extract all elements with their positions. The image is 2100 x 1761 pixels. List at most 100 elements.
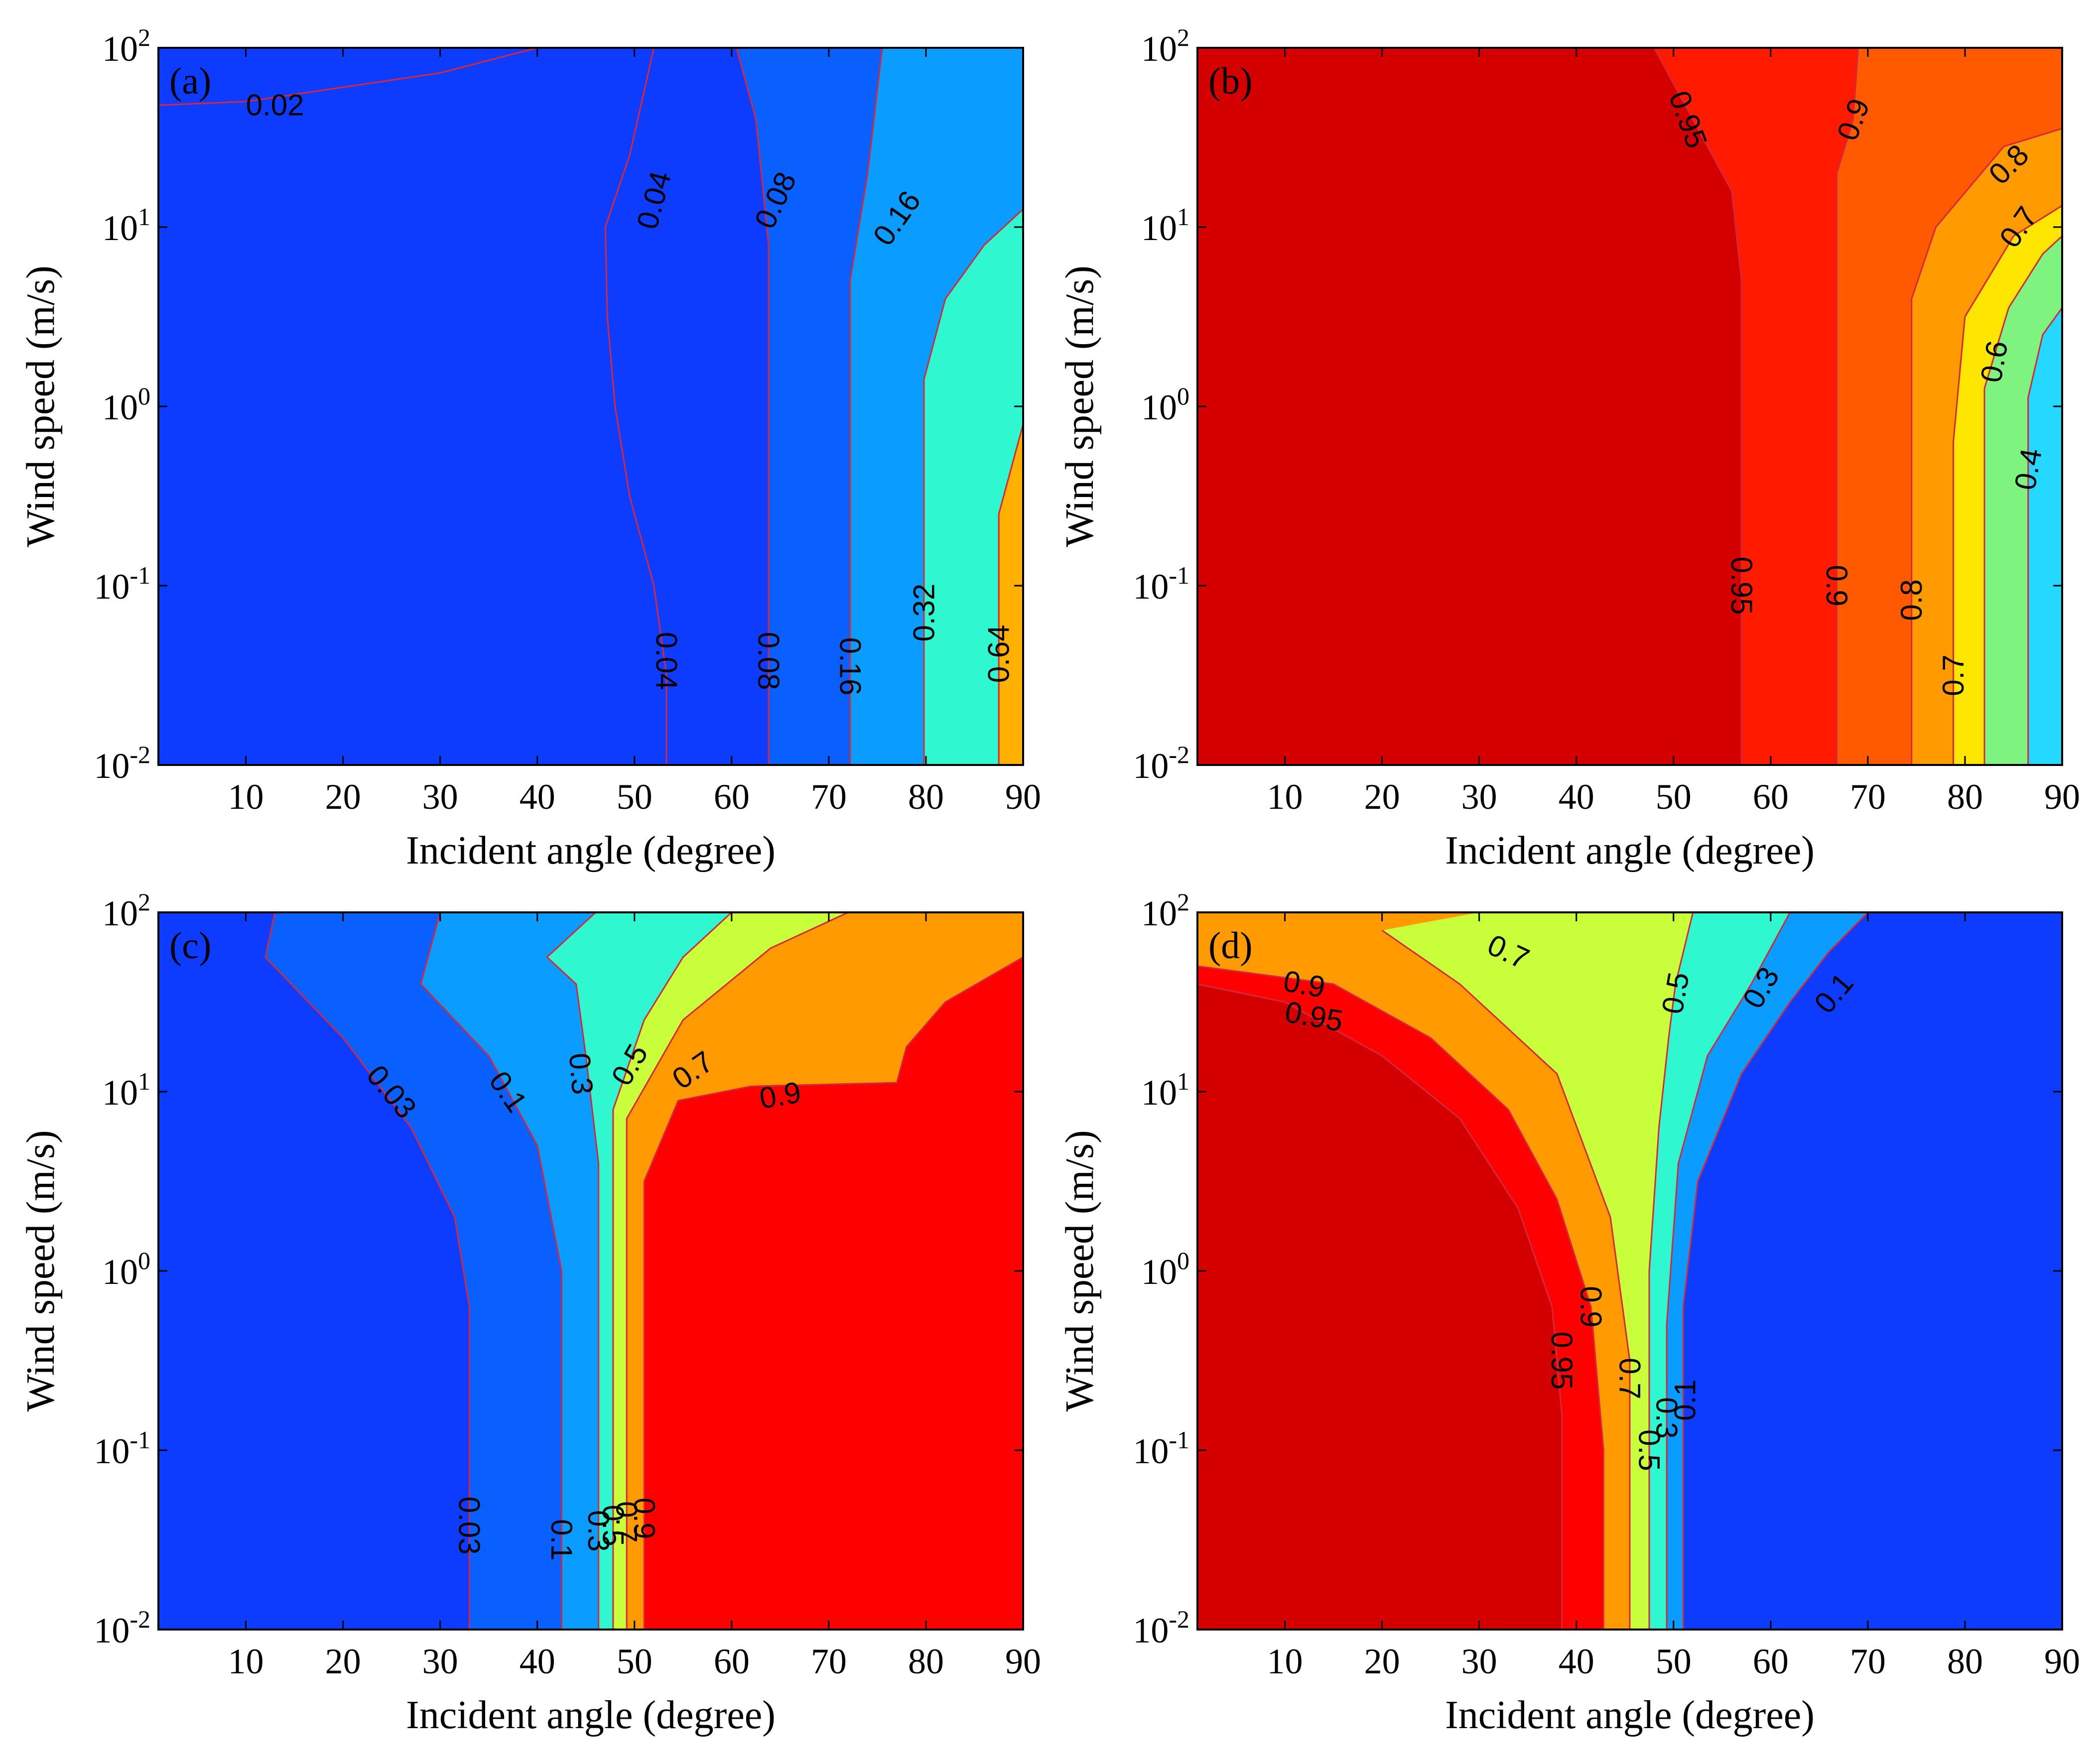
y-axis-title: Wind speed (m/s) bbox=[1058, 1130, 1102, 1412]
x-tick-label: 80 bbox=[908, 777, 944, 817]
x-tick-label: 50 bbox=[1656, 777, 1692, 817]
x-tick-label: 50 bbox=[1656, 1641, 1692, 1681]
contour-band bbox=[2028, 308, 2062, 765]
contour-line-0.64 bbox=[998, 424, 1023, 765]
x-tick-label: 70 bbox=[1850, 777, 1886, 817]
x-axis-title: Incident angle (degree) bbox=[1445, 1693, 1815, 1737]
contour-label: 0.95 bbox=[1545, 1332, 1578, 1390]
contour-label: 0.1 bbox=[545, 1519, 578, 1560]
plot-area: 0.03 0.1 0.3 0.5 0.7 0.90.03 0.1 0.30.50.70.9 bbox=[158, 912, 1023, 1630]
x-tick-label: 10 bbox=[228, 777, 264, 817]
contour-label: 0.3 bbox=[1650, 1397, 1684, 1439]
contour-label: 0.5 bbox=[1633, 1429, 1666, 1471]
contour-label: 0.95 bbox=[1725, 557, 1758, 615]
contour-label: 0.7 bbox=[1937, 654, 1970, 696]
contour-line-0.9 bbox=[643, 956, 1023, 1630]
y-tick-label: 10-1 bbox=[1133, 1426, 1189, 1471]
x-tick-label: 90 bbox=[1005, 777, 1041, 817]
contour-label: 0.64 bbox=[982, 625, 1016, 683]
y-tick-label: 101 bbox=[102, 1067, 150, 1113]
panel-label: (d) bbox=[1208, 925, 1253, 967]
contour-line-0.1 bbox=[420, 912, 562, 1630]
contour-label: 0.1 bbox=[1669, 1380, 1702, 1421]
contour-label: 0.9 bbox=[1281, 964, 1328, 1004]
x-axis-title: Incident angle (degree) bbox=[406, 1693, 776, 1737]
contour-line-0.6 bbox=[1983, 235, 2062, 765]
panel-d: 0.70.90.95 0.5 0.3 0.10.90.95 0.70.50.30.110… bbox=[1058, 888, 2080, 1737]
x-tick-label: 20 bbox=[1364, 777, 1400, 817]
contour-band bbox=[1683, 912, 2062, 1630]
contour-label: 0.7 bbox=[610, 1501, 644, 1542]
contour-label: 0.3 bbox=[562, 1052, 599, 1096]
contour-label: 0.9 bbox=[1575, 1286, 1608, 1327]
contour-label: 0.7 bbox=[1613, 1358, 1647, 1399]
contour-line-0.03 bbox=[264, 912, 470, 1630]
contour-line-0.02 bbox=[158, 48, 538, 106]
contour-label: 0.5 bbox=[596, 1505, 630, 1546]
y-tick-label: 10-2 bbox=[1133, 1605, 1189, 1650]
contour-band bbox=[644, 957, 1023, 1630]
contour-line-0.95 bbox=[1197, 983, 1563, 1630]
contour-line-0.8 bbox=[1911, 127, 2062, 765]
contour-line-0.9 bbox=[1836, 48, 1859, 765]
contour-band bbox=[999, 424, 1023, 765]
x-tick-label: 20 bbox=[325, 1641, 361, 1681]
y-tick-label: 10-1 bbox=[94, 1426, 150, 1471]
contour-label: 0.9 bbox=[1820, 565, 1853, 606]
y-axis-title: Wind speed (m/s) bbox=[1058, 265, 1102, 547]
x-tick-label: 40 bbox=[1559, 1641, 1594, 1681]
y-tick-label: 100 bbox=[1141, 382, 1189, 427]
contour-line-0.5 bbox=[612, 912, 732, 1630]
y-tick-label: 101 bbox=[1141, 1067, 1189, 1113]
contour-line-0.4 bbox=[2027, 307, 2062, 765]
contour-line-0.32 bbox=[923, 208, 1023, 765]
y-tick-label: 10-2 bbox=[1133, 741, 1189, 786]
contour-label: 0.02 bbox=[246, 89, 304, 122]
x-tick-label: 40 bbox=[520, 777, 555, 817]
contour-label: 0.9 bbox=[628, 1498, 661, 1539]
x-tick-label: 30 bbox=[422, 777, 458, 817]
x-axis-title: Incident angle (degree) bbox=[1445, 829, 1815, 873]
contour-band bbox=[1197, 984, 1562, 1630]
y-tick-label: 102 bbox=[102, 23, 150, 69]
x-tick-label: 20 bbox=[325, 777, 361, 817]
x-tick-label: 70 bbox=[811, 777, 847, 817]
y-tick-label: 101 bbox=[102, 203, 150, 248]
y-tick-label: 10-1 bbox=[94, 561, 150, 607]
x-tick-label: 30 bbox=[1461, 1641, 1497, 1681]
x-tick-label: 50 bbox=[617, 777, 653, 817]
y-tick-label: 10-1 bbox=[1133, 561, 1189, 607]
contour-line-0.3 bbox=[1666, 912, 1791, 1630]
x-tick-label: 80 bbox=[908, 1641, 944, 1681]
y-tick-label: 102 bbox=[1141, 23, 1189, 69]
x-tick-label: 40 bbox=[520, 1641, 555, 1681]
x-tick-label: 30 bbox=[1461, 777, 1497, 817]
plot-area: 0.020.04 0.08 0.160.04 0.08 0.160.320.64 bbox=[158, 48, 1023, 765]
x-tick-label: 70 bbox=[811, 1641, 847, 1681]
contour-label: 0.4 bbox=[2008, 446, 2048, 493]
x-tick-label: 50 bbox=[617, 1641, 653, 1681]
contour-line-0.5 bbox=[1648, 912, 1694, 1630]
x-tick-label: 90 bbox=[2044, 777, 2080, 817]
y-tick-label: 10-2 bbox=[94, 741, 150, 786]
y-axis-title: Wind speed (m/s) bbox=[19, 1130, 63, 1412]
x-tick-label: 40 bbox=[1559, 777, 1594, 817]
x-tick-label: 80 bbox=[1947, 1641, 1983, 1681]
panel-label: (a) bbox=[169, 60, 211, 102]
contour-line-0.3 bbox=[545, 912, 600, 1630]
x-tick-label: 30 bbox=[422, 1641, 458, 1681]
contour-line-0.1 bbox=[1682, 912, 1868, 1630]
contour-label: 0.03 bbox=[453, 1497, 486, 1555]
contour-line-0.7 bbox=[1381, 929, 1631, 1630]
x-tick-label: 90 bbox=[1005, 1641, 1041, 1681]
y-tick-label: 10-2 bbox=[94, 1605, 150, 1650]
contour-label: 0.5 bbox=[1655, 970, 1695, 1016]
contour-line-0.08 bbox=[736, 48, 770, 765]
x-tick-label: 90 bbox=[2044, 1641, 2080, 1681]
x-tick-label: 60 bbox=[1753, 1641, 1789, 1681]
plot-area: 0.95 0.90.80.70.60.40.95 0.9 0.80.7 bbox=[1197, 48, 2062, 765]
contour-line-0.7 bbox=[626, 912, 849, 1630]
x-tick-label: 80 bbox=[1947, 777, 1983, 817]
panel-label: (b) bbox=[1208, 60, 1253, 102]
y-tick-label: 100 bbox=[102, 1247, 150, 1292]
